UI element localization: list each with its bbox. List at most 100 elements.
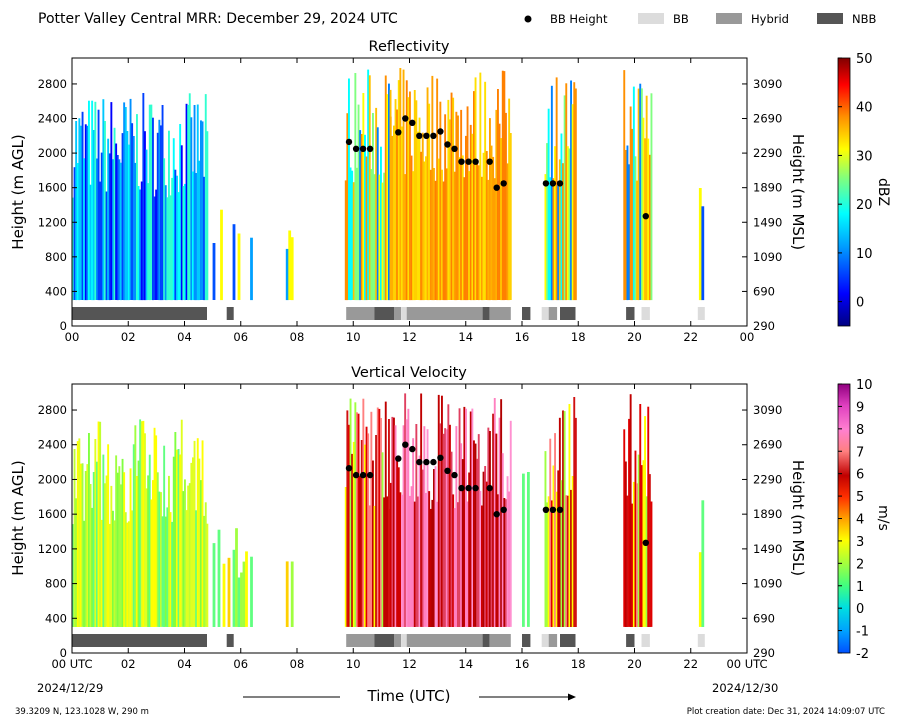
field-column — [96, 461, 98, 627]
field-column — [466, 106, 469, 301]
x-tick-label: 14 — [458, 330, 473, 344]
field-column — [104, 483, 106, 627]
field-column — [473, 91, 475, 301]
field-column — [164, 185, 167, 301]
colorbar-tick-label: 50 — [856, 52, 873, 67]
bb-height-point — [549, 180, 557, 187]
reflectivity-bb-height-points — [345, 115, 649, 220]
field-column — [206, 131, 209, 301]
bb-height-point — [430, 458, 437, 466]
colorbar-tick-label: 2 — [856, 557, 864, 572]
field-column — [560, 133, 563, 301]
field-column — [351, 453, 354, 627]
field-column — [174, 432, 177, 627]
field-column — [549, 438, 552, 627]
field-column — [484, 81, 487, 300]
legend-label-bb-height: BB Height — [550, 12, 608, 26]
bb-height-point — [472, 158, 479, 165]
colorbar-tick-label: -1 — [856, 625, 869, 640]
field-column — [457, 502, 459, 627]
field-column — [203, 176, 206, 301]
field-column — [201, 440, 204, 627]
field-column — [375, 435, 378, 627]
y-tick-label-right: 1490 — [753, 215, 782, 229]
field-column — [468, 171, 471, 300]
field-column — [83, 158, 86, 301]
x-tick-label: 08 — [290, 330, 305, 344]
field-column — [193, 440, 196, 627]
date-end-label: 2024/12/30 — [712, 681, 778, 695]
bb-type-segment-bb — [401, 307, 407, 320]
field-column — [364, 444, 366, 627]
field-column — [94, 439, 97, 627]
field-column — [455, 111, 458, 301]
field-column — [492, 413, 495, 627]
field-column — [352, 182, 355, 300]
field-column — [104, 121, 106, 300]
field-column — [198, 458, 201, 627]
field-column — [566, 495, 569, 627]
field-column — [439, 101, 442, 301]
x-tick-label: 00 UTC — [51, 657, 92, 671]
field-column — [147, 183, 150, 300]
field-column — [288, 230, 292, 300]
field-column — [570, 80, 572, 301]
field-column — [78, 438, 81, 627]
bb-height-point — [409, 445, 416, 453]
y-tick-label-right: 1490 — [753, 542, 782, 556]
field-column — [121, 133, 124, 300]
field-column — [489, 118, 491, 301]
x-tick-label: 00 UTC — [726, 657, 767, 671]
field-column — [383, 497, 386, 627]
field-column — [220, 209, 223, 301]
field-column — [240, 572, 243, 627]
field-column — [227, 557, 231, 627]
field-column — [455, 426, 458, 627]
field-column — [145, 488, 148, 627]
field-column — [172, 138, 175, 300]
field-column — [373, 505, 376, 627]
colorbar-tick-label: 8 — [856, 423, 864, 438]
field-column — [460, 109, 463, 301]
colorbar-tick-label: 0 — [856, 296, 864, 311]
field-column — [198, 160, 201, 301]
field-column — [452, 494, 455, 627]
field-column — [640, 465, 643, 627]
field-column — [201, 121, 204, 301]
velocity-ylabel-right: Height (m MSL) — [789, 460, 807, 576]
field-column — [381, 182, 384, 300]
field-column — [81, 111, 84, 300]
field-column — [237, 233, 241, 300]
bb-height-point — [486, 484, 493, 492]
y-tick-label-left: 2800 — [38, 403, 67, 417]
field-column — [484, 466, 487, 627]
x-tick-label: 00 — [740, 330, 755, 344]
field-column — [549, 177, 552, 301]
field-column — [509, 133, 512, 300]
field-column — [118, 159, 121, 300]
field-column — [426, 429, 429, 627]
field-column — [458, 157, 461, 300]
field-column — [148, 454, 151, 627]
field-column — [546, 502, 548, 627]
field-column — [195, 173, 198, 301]
field-column — [626, 145, 629, 301]
field-column — [179, 124, 182, 300]
field-column — [490, 145, 493, 300]
field-column — [128, 144, 130, 301]
bb-height-point — [642, 213, 649, 220]
field-column — [134, 162, 137, 301]
field-column — [155, 189, 158, 300]
x-tick-label: 10 — [346, 657, 361, 671]
field-column — [453, 508, 456, 627]
field-column — [461, 459, 464, 627]
field-column — [105, 475, 108, 627]
field-column — [158, 119, 161, 301]
field-column — [447, 404, 450, 627]
field-column — [444, 428, 447, 627]
x-tick-label: 18 — [571, 330, 586, 344]
field-column — [481, 176, 483, 301]
field-column — [441, 395, 443, 627]
bb-height-point — [500, 506, 507, 513]
legend-swatch-nbb — [817, 13, 843, 24]
